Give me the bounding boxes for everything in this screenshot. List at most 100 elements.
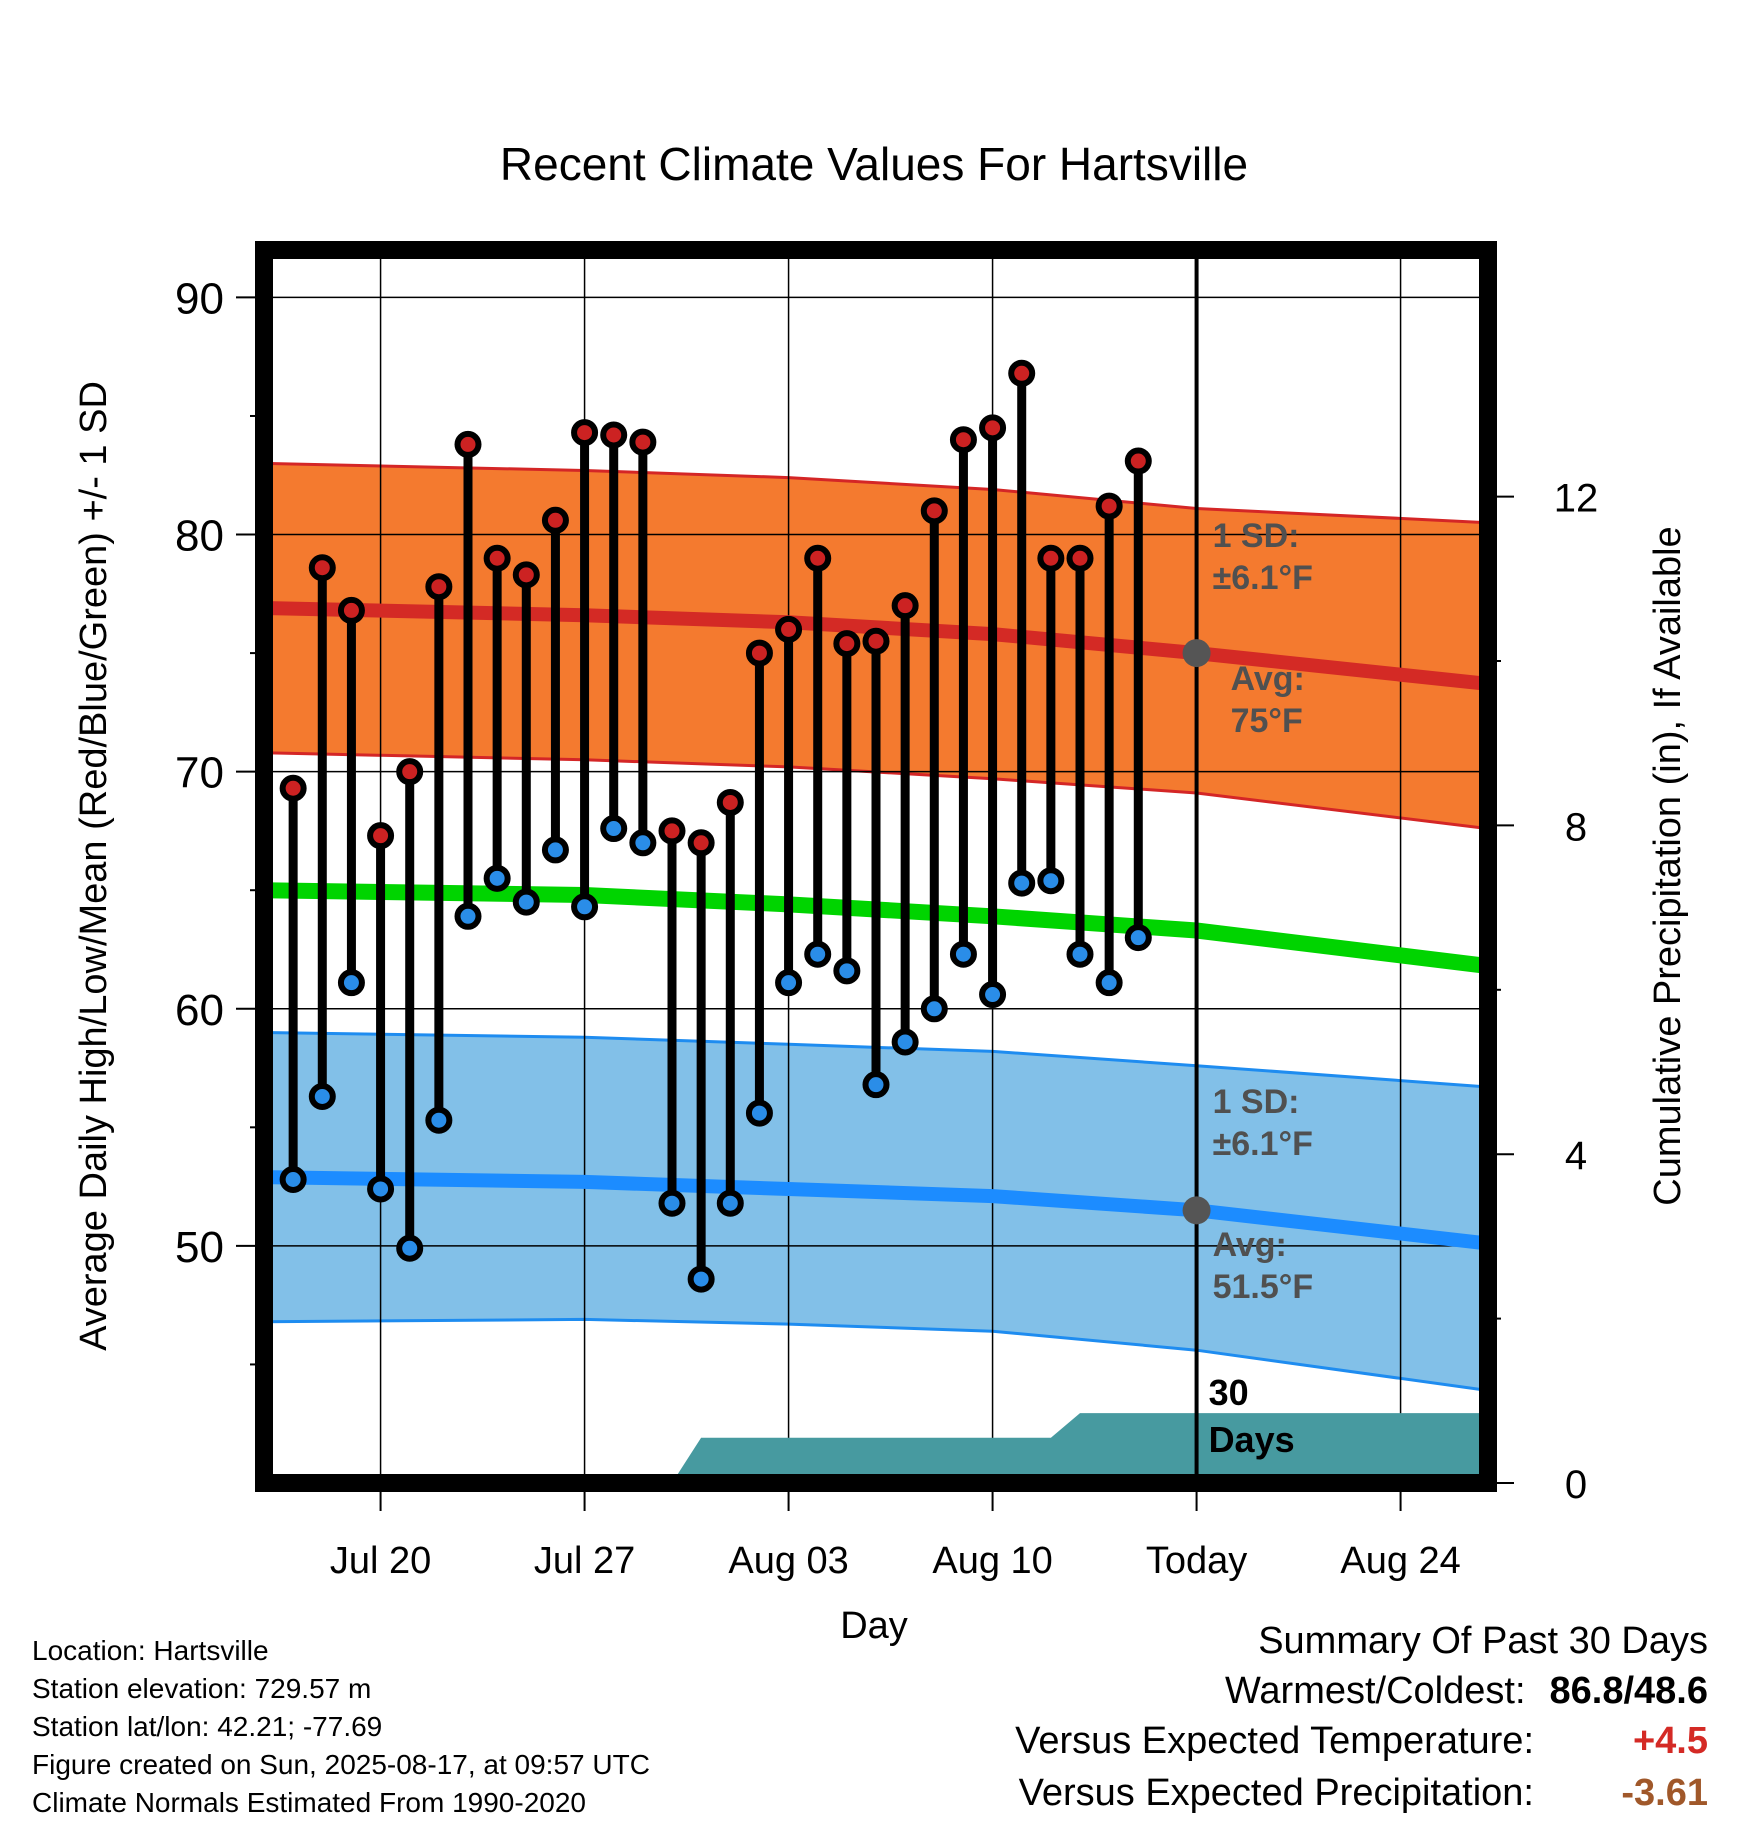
low-avg-label-title: Avg: (1213, 1226, 1287, 1264)
y-tick-label: 50 (175, 1223, 224, 1272)
daily-low-point (687, 1265, 715, 1293)
daily-low-point (979, 981, 1007, 1009)
summary-precip: Versus Expected Precipitation: -3.61 (1019, 1772, 1708, 1815)
window-label-number: 30 (1209, 1372, 1249, 1413)
y2-tick-label: 4 (1565, 1134, 1587, 1178)
y-tick-label: 60 (175, 986, 224, 1035)
low-sd-lower-edge (264, 1317, 1488, 1392)
cumulative-precip-area (672, 1413, 1488, 1483)
low-sd-upper-edge (264, 1031, 1488, 1089)
daily-high-point (425, 573, 453, 601)
daily-high-point (571, 419, 599, 447)
y2-tick-label: 8 (1565, 805, 1587, 849)
y-tick-label: 70 (175, 749, 224, 798)
info-elevation: Station elevation: 729.57 m (32, 1673, 372, 1704)
window-label-days: Days (1209, 1419, 1295, 1460)
y-tick-label: 90 (175, 274, 224, 323)
daily-low-point (745, 1099, 773, 1127)
normal-low-line (264, 1170, 1488, 1251)
today-normal-high-dot (1182, 639, 1211, 668)
daily-low-point (629, 829, 657, 857)
daily-low-point (454, 902, 482, 930)
info-latlon: Station lat/lon: 42.21; -77.69 (32, 1711, 383, 1742)
chart-title: Recent Climate Values For Hartsville (500, 138, 1248, 190)
plot-frame (255, 241, 1497, 1492)
daily-low-point (541, 836, 569, 864)
daily-low-point (862, 1071, 890, 1099)
high-sd-upper-edge (264, 461, 1488, 525)
daily-high-point (337, 596, 365, 624)
high-avg-label-value: 75°F (1231, 702, 1303, 740)
daily-low-point (833, 957, 861, 985)
daily-high-point (949, 426, 977, 454)
daily-high-point (891, 592, 919, 620)
daily-low-point (775, 969, 803, 997)
high-sd-label-value: ±6.1°F (1213, 559, 1313, 597)
x-tick-label: Today (1146, 1540, 1247, 1582)
daily-high-point (483, 544, 511, 572)
daily-low-point (337, 969, 365, 997)
temp-deviation-label: Versus Expected Temperature: (1015, 1720, 1534, 1762)
daily-high-point (396, 758, 424, 786)
daily-high-point (629, 428, 657, 456)
info-location: Location: Hartsville (32, 1635, 269, 1666)
x-tick-label: Jul 20 (330, 1540, 431, 1582)
daily-low-point (1008, 869, 1036, 897)
daily-high-point (833, 630, 861, 658)
y2-tick-label: 0 (1565, 1463, 1587, 1507)
high-sd-lower-edge (264, 751, 1488, 831)
x-tick-label: Aug 10 (932, 1540, 1052, 1582)
y2-axis-label: Cumulative Precipitation (in), If Availa… (1647, 526, 1689, 1205)
low-sd-label-title: 1 SD: (1213, 1083, 1300, 1121)
x-tick-label: Aug 24 (1340, 1540, 1460, 1582)
precip-deviation-label: Versus Expected Precipitation: (1018, 1772, 1534, 1814)
daily-low-point (716, 1189, 744, 1217)
daily-low-point (1124, 924, 1152, 952)
daily-high-point (454, 430, 482, 458)
daily-high-point (979, 414, 1007, 442)
info-normals: Climate Normals Estimated From 1990-2020 (32, 1787, 586, 1818)
high-avg-label-title: Avg: (1231, 660, 1305, 698)
daily-high-point (804, 544, 832, 572)
daily-low-point (1095, 969, 1123, 997)
daily-high-point (308, 554, 336, 582)
daily-high-point (716, 788, 744, 816)
daily-high-point (920, 497, 948, 525)
daily-low-point (279, 1165, 307, 1193)
daily-low-point (512, 888, 540, 916)
summary-warm-cold: Warmest/Coldest: 86.8/48.6 (1225, 1670, 1708, 1713)
daily-high-point (1124, 447, 1152, 475)
daily-high-point (600, 421, 628, 449)
daily-low-point (1037, 867, 1065, 895)
daily-high-point (745, 639, 773, 667)
daily-high-point (775, 615, 803, 643)
daily-high-point (367, 822, 395, 850)
daily-high-point (1008, 359, 1036, 387)
daily-high-point (1037, 544, 1065, 572)
daily-low-point (600, 815, 628, 843)
daily-low-point (804, 940, 832, 968)
daily-low-point (367, 1175, 395, 1203)
x-tick-label: Jul 27 (534, 1540, 635, 1582)
warm-cold-value: 86.8/48.6 (1549, 1670, 1708, 1712)
daily-low-point (920, 995, 948, 1023)
daily-high-point (512, 561, 540, 589)
low-avg-label-value: 51.5°F (1213, 1268, 1314, 1306)
station-info: Location: Hartsville Station elevation: … (32, 1632, 650, 1822)
daily-low-point (1066, 940, 1094, 968)
daily-low-point (308, 1083, 336, 1111)
today-normal-low-dot (1182, 1196, 1211, 1225)
summary-temp: Versus Expected Temperature: +4.5 (1015, 1720, 1708, 1763)
daily-high-point (279, 774, 307, 802)
normal-high-line (264, 601, 1488, 691)
precip-deviation-value: -3.61 (1621, 1772, 1708, 1814)
daily-high-point (541, 506, 569, 534)
daily-low-point (483, 864, 511, 892)
temp-deviation-value: +4.5 (1632, 1720, 1708, 1762)
x-axis-label: Day (840, 1605, 908, 1647)
daily-low-point (396, 1234, 424, 1262)
high-sd-label-title: 1 SD: (1213, 517, 1300, 555)
daily-low-point (949, 940, 977, 968)
y2-tick-label: 12 (1554, 477, 1599, 521)
